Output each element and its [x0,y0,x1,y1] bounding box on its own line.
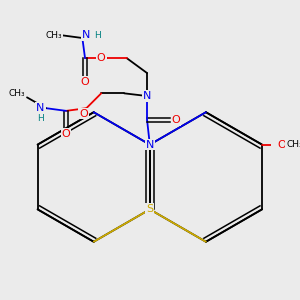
Text: O: O [79,109,88,118]
Text: CH₃: CH₃ [8,89,25,98]
Text: H: H [94,31,101,40]
Text: N: N [36,103,45,113]
Text: CH₃: CH₃ [46,31,62,40]
Text: CH₃: CH₃ [286,140,300,149]
Text: N: N [146,140,154,150]
Text: O: O [97,53,106,63]
Text: O: O [62,129,70,139]
Text: O: O [81,77,89,87]
Text: N: N [82,30,91,40]
Text: H: H [37,115,44,124]
Text: N: N [143,91,151,101]
Text: O: O [277,140,286,150]
Text: S: S [146,204,153,214]
Text: O: O [172,115,180,125]
